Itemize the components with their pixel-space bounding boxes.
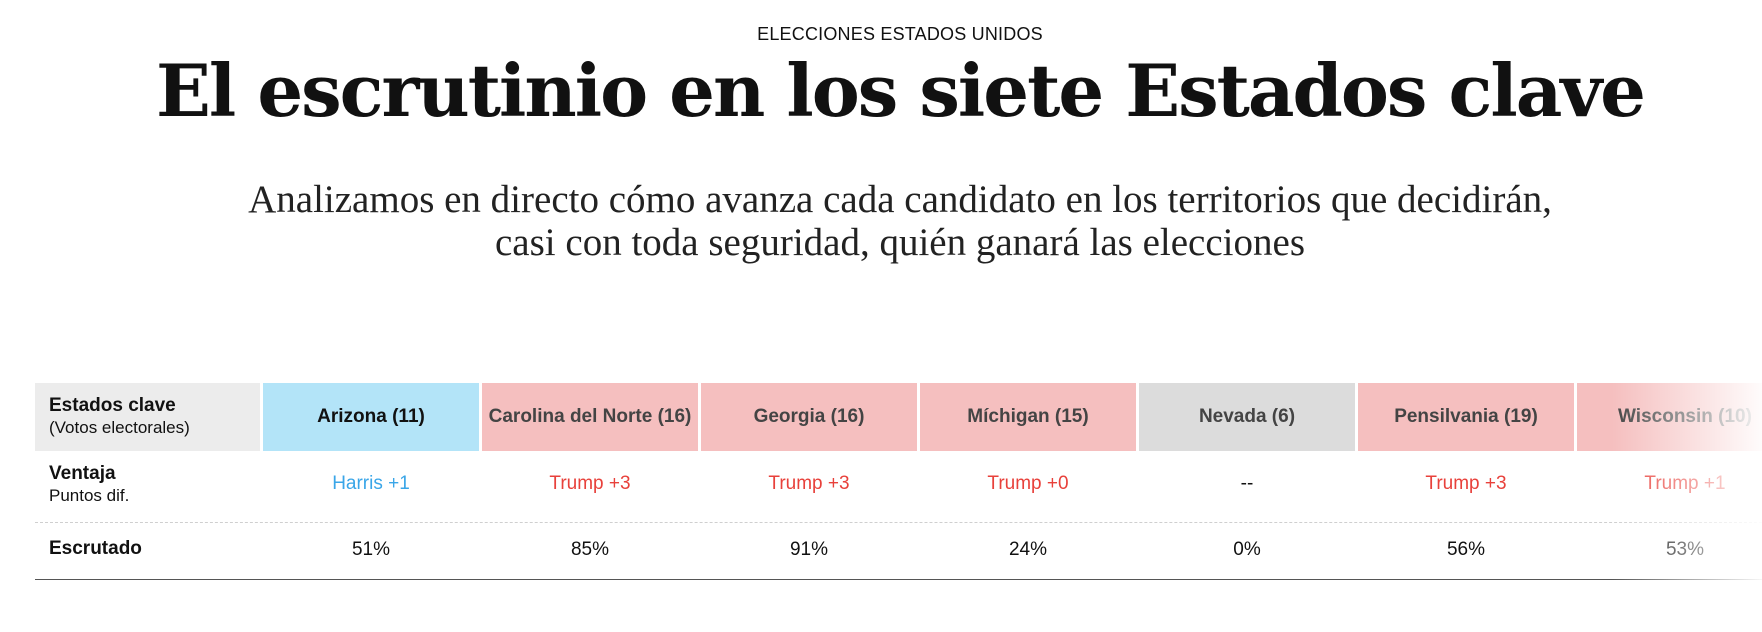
subheadline-line-1: Analizamos en directo cómo avanza cada c…	[248, 178, 1552, 221]
state-header-cell[interactable]: Míchigan (15)	[920, 383, 1136, 451]
subheadline-line-2: casi con toda seguridad, quién ganará la…	[495, 221, 1305, 264]
counted-cell: 85%	[570, 539, 610, 560]
swing-states-table: Estados clave (Votos electorales) Ventaj…	[35, 383, 1762, 580]
state-header-cell[interactable]: Nevada (6)	[1139, 383, 1355, 451]
state-column: Georgia (16) Trump +3 91%	[701, 383, 917, 580]
state-columns: Arizona (11) Harris +1 51% Carolina del Nor…	[263, 383, 1762, 580]
counted-cell: 56%	[1446, 539, 1486, 560]
row-header-advantage-sub: Puntos dif.	[49, 486, 130, 505]
row-divider	[35, 522, 1762, 523]
row-header-counted-title: Escrutado	[49, 538, 142, 559]
counted-cell: 0%	[1233, 539, 1261, 560]
advantage-cell: Trump +3	[1425, 473, 1507, 494]
state-column: Míchigan (15) Trump +0 24%	[920, 383, 1136, 580]
advantage-cell: Trump +0	[987, 473, 1069, 494]
state-column: Arizona (11) Harris +1 51%	[263, 383, 479, 580]
counted-cell: 51%	[351, 539, 391, 560]
state-column: Pensilvania (19) Trump +3 56%	[1358, 383, 1574, 580]
row-header-advantage: Ventaja Puntos dif.	[35, 463, 260, 523]
state-header-cell[interactable]: Georgia (16)	[701, 383, 917, 451]
advantage-cell: Harris +1	[332, 473, 410, 494]
state-column: Wisconsin (10) Trump +1 53%	[1577, 383, 1762, 580]
row-header-states-title: Estados clave	[49, 395, 176, 416]
advantage-cell: Trump +3	[768, 473, 850, 494]
advantage-cell: --	[1240, 473, 1254, 494]
state-header-cell[interactable]: Carolina del Norte (16)	[482, 383, 698, 451]
row-header-counted: Escrutado	[35, 538, 260, 560]
state-header-cell[interactable]: Arizona (11)	[263, 383, 479, 451]
section-kicker: ELECCIONES ESTADOS UNIDOS	[757, 24, 1043, 44]
row-header-advantage-title: Ventaja	[49, 463, 116, 484]
table-bottom-rule	[35, 579, 1762, 580]
row-header-states: Estados clave (Votos electorales)	[35, 383, 260, 451]
state-column: Carolina del Norte (16) Trump +3 85%	[482, 383, 698, 580]
counted-cell: 24%	[1008, 539, 1048, 560]
row-header-states-sub: (Votos electorales)	[49, 418, 190, 437]
state-header-cell[interactable]: Pensilvania (19)	[1358, 383, 1574, 451]
state-header-cell[interactable]: Wisconsin (10)	[1577, 383, 1762, 451]
counted-cell: 91%	[789, 539, 829, 560]
counted-cell: 53%	[1665, 539, 1705, 560]
page-title: El escrutinio en los siete Estados clave	[156, 48, 1646, 133]
advantage-cell: Trump +3	[549, 473, 631, 494]
state-column: Nevada (6) -- 0%	[1139, 383, 1355, 580]
advantage-cell: Trump +1	[1644, 473, 1726, 494]
subheadline: Analizamos en directo cómo avanza cada c…	[0, 178, 1762, 264]
